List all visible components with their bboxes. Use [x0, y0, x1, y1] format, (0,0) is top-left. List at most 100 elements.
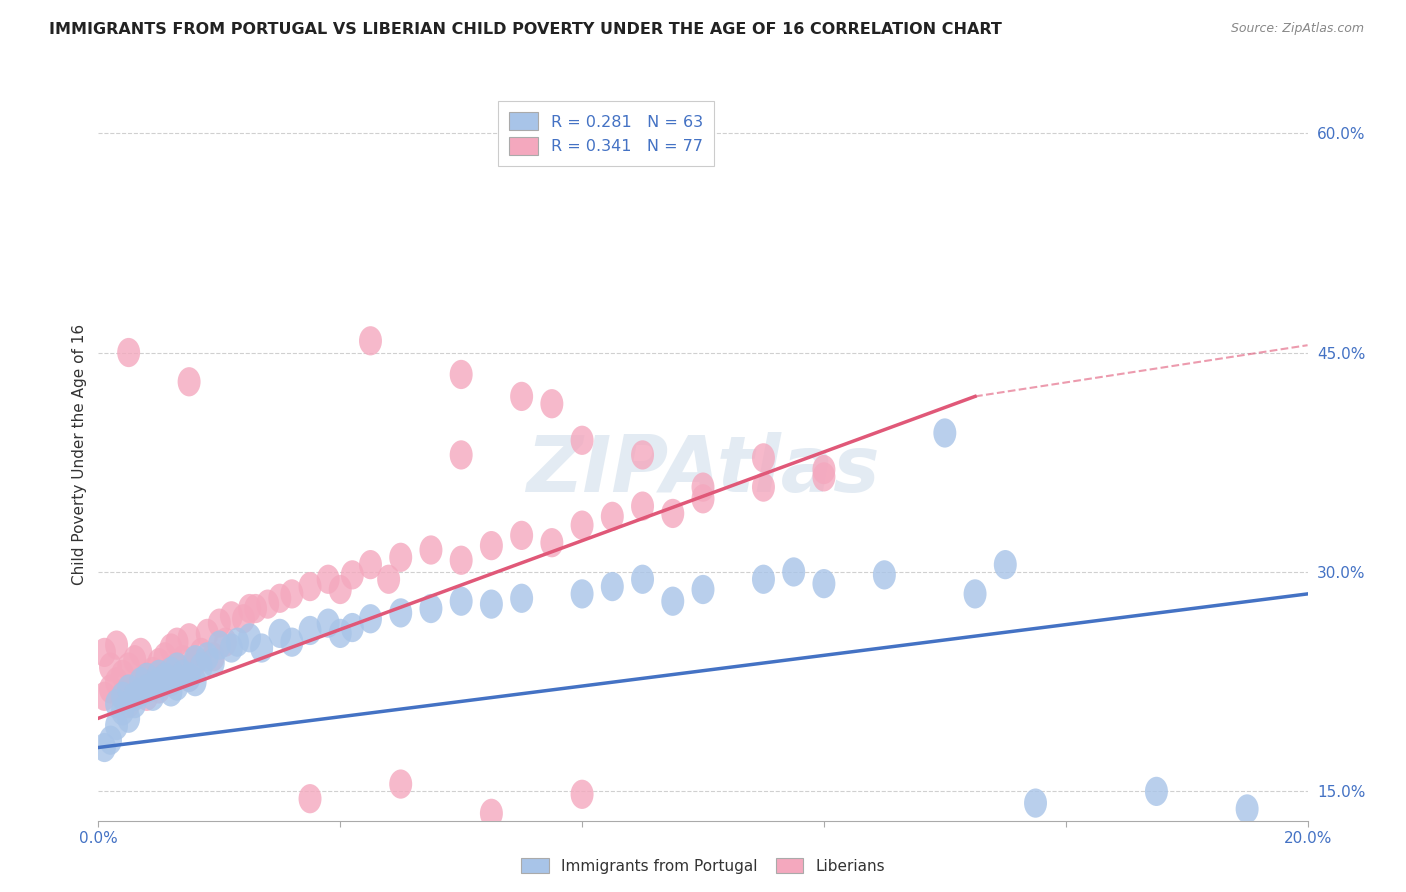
Ellipse shape [93, 638, 115, 667]
Ellipse shape [298, 615, 322, 645]
Ellipse shape [232, 604, 254, 633]
Ellipse shape [571, 780, 593, 809]
Ellipse shape [208, 608, 231, 638]
Legend: R = 0.281   N = 63, R = 0.341   N = 77: R = 0.281 N = 63, R = 0.341 N = 77 [498, 101, 714, 167]
Ellipse shape [510, 521, 533, 550]
Ellipse shape [389, 542, 412, 572]
Ellipse shape [600, 501, 624, 531]
Ellipse shape [250, 633, 273, 663]
Ellipse shape [124, 645, 146, 674]
Ellipse shape [208, 631, 231, 660]
Ellipse shape [124, 677, 146, 706]
Ellipse shape [692, 473, 714, 501]
Ellipse shape [245, 594, 267, 624]
Ellipse shape [148, 667, 170, 697]
Ellipse shape [129, 672, 152, 701]
Ellipse shape [195, 642, 219, 672]
Ellipse shape [238, 624, 262, 652]
Text: IMMIGRANTS FROM PORTUGAL VS LIBERIAN CHILD POVERTY UNDER THE AGE OF 16 CORRELATI: IMMIGRANTS FROM PORTUGAL VS LIBERIAN CHI… [49, 22, 1002, 37]
Ellipse shape [129, 677, 152, 706]
Ellipse shape [124, 681, 146, 711]
Ellipse shape [129, 638, 152, 667]
Ellipse shape [117, 338, 141, 368]
Ellipse shape [692, 484, 714, 514]
Ellipse shape [111, 660, 134, 689]
Ellipse shape [142, 657, 165, 686]
Ellipse shape [329, 619, 352, 648]
Ellipse shape [238, 594, 262, 624]
Ellipse shape [752, 473, 775, 501]
Ellipse shape [153, 663, 176, 692]
Ellipse shape [661, 587, 685, 615]
Ellipse shape [571, 425, 593, 455]
Y-axis label: Child Poverty Under the Age of 16: Child Poverty Under the Age of 16 [72, 325, 87, 585]
Ellipse shape [98, 674, 122, 704]
Ellipse shape [166, 652, 188, 681]
Ellipse shape [631, 441, 654, 469]
Ellipse shape [135, 663, 159, 692]
Ellipse shape [256, 590, 280, 619]
Ellipse shape [389, 770, 412, 798]
Ellipse shape [450, 587, 472, 615]
Ellipse shape [1236, 794, 1258, 823]
Ellipse shape [359, 550, 382, 579]
Ellipse shape [105, 631, 128, 660]
Text: ZIPAtlas: ZIPAtlas [526, 432, 880, 508]
Ellipse shape [450, 441, 472, 469]
Ellipse shape [359, 604, 382, 633]
Ellipse shape [172, 660, 194, 689]
Ellipse shape [172, 645, 194, 674]
Ellipse shape [479, 531, 503, 560]
Ellipse shape [316, 565, 340, 594]
Ellipse shape [813, 455, 835, 484]
Ellipse shape [340, 560, 364, 590]
Ellipse shape [450, 359, 472, 389]
Ellipse shape [377, 565, 401, 594]
Ellipse shape [389, 599, 412, 628]
Ellipse shape [177, 624, 201, 652]
Ellipse shape [153, 660, 176, 689]
Ellipse shape [479, 590, 503, 619]
Ellipse shape [117, 689, 141, 718]
Ellipse shape [782, 558, 806, 587]
Ellipse shape [540, 528, 564, 558]
Ellipse shape [298, 784, 322, 814]
Ellipse shape [359, 326, 382, 355]
Ellipse shape [994, 550, 1017, 579]
Ellipse shape [219, 633, 243, 663]
Ellipse shape [117, 704, 141, 733]
Ellipse shape [479, 798, 503, 828]
Ellipse shape [813, 462, 835, 491]
Ellipse shape [177, 663, 201, 692]
Ellipse shape [419, 594, 443, 624]
Ellipse shape [111, 681, 134, 711]
Ellipse shape [631, 491, 654, 521]
Ellipse shape [692, 574, 714, 604]
Ellipse shape [159, 657, 183, 686]
Ellipse shape [195, 619, 219, 648]
Ellipse shape [190, 652, 212, 681]
Ellipse shape [166, 672, 188, 701]
Ellipse shape [752, 565, 775, 594]
Ellipse shape [184, 648, 207, 677]
Ellipse shape [142, 667, 165, 697]
Ellipse shape [93, 733, 115, 762]
Ellipse shape [963, 579, 987, 608]
Ellipse shape [142, 672, 165, 701]
Ellipse shape [202, 642, 225, 672]
Ellipse shape [340, 613, 364, 642]
Ellipse shape [148, 648, 170, 677]
Ellipse shape [510, 583, 533, 613]
Ellipse shape [631, 565, 654, 594]
Ellipse shape [184, 645, 207, 674]
Ellipse shape [873, 560, 896, 590]
Ellipse shape [148, 660, 170, 689]
Ellipse shape [93, 681, 115, 711]
Ellipse shape [600, 572, 624, 601]
Ellipse shape [105, 689, 128, 718]
Ellipse shape [153, 667, 176, 697]
Ellipse shape [540, 389, 564, 418]
Ellipse shape [280, 628, 304, 657]
Ellipse shape [1024, 789, 1047, 818]
Ellipse shape [129, 667, 152, 697]
